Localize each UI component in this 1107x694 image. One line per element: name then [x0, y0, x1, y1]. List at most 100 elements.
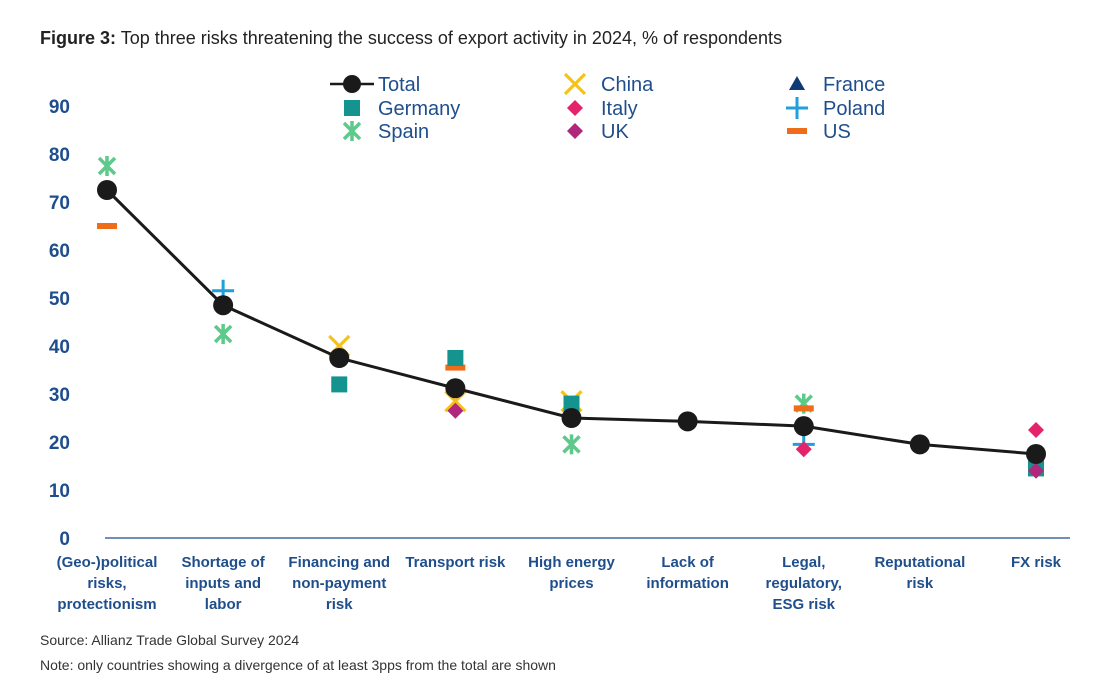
legend-label: US [823, 121, 851, 143]
x-tick-label-line: Financing and [288, 554, 390, 571]
x-tick-label: FX risk [1011, 554, 1062, 571]
x-tick-label-line: inputs and [185, 575, 261, 592]
legend-label: Poland [823, 98, 885, 120]
legend-item-germany: Germany [344, 98, 460, 120]
total-point [793, 416, 814, 437]
legend-label: Spain [378, 121, 429, 143]
legend-item-spain: Spain [342, 121, 429, 143]
x-tick-label-line: ESG risk [772, 596, 835, 613]
spain-point [97, 156, 117, 176]
series-china [328, 334, 583, 413]
series-spain [97, 156, 813, 455]
legend-marker [567, 100, 583, 116]
legend-item-france: France [789, 74, 885, 96]
spain-point [213, 324, 233, 344]
x-tick-label-line: risk [326, 596, 353, 613]
source-note: Source: Allianz Trade Global Survey 2024 [40, 632, 300, 648]
x-tick-label-line: non-payment [292, 575, 386, 592]
x-tick-label-line: information [646, 575, 729, 592]
y-tick-label: 70 [49, 193, 70, 214]
x-tick-label-line: risks, [87, 575, 126, 592]
legend-item-china: China [563, 72, 654, 96]
x-tick-label-line: Legal, [782, 554, 825, 571]
series-italy [795, 422, 1044, 458]
legend-item-uk: UK [567, 121, 629, 143]
x-tick-label-line: protectionism [57, 596, 156, 613]
legend-label: UK [601, 121, 629, 143]
legend-label: China [601, 74, 654, 96]
germany-point [331, 376, 348, 393]
legend-label: Italy [601, 98, 638, 120]
us-point [445, 364, 466, 371]
chart-area: 0 10 20 30 40 50 60 70 80 90 (Geo-)political risks,… [49, 72, 1070, 613]
germany-point [447, 350, 464, 366]
us-point [793, 405, 814, 412]
legend-marker [343, 75, 361, 93]
legend-item-poland: Poland [786, 97, 885, 120]
total-point [329, 348, 350, 368]
spain-point [562, 434, 581, 455]
legend-label: Germany [378, 98, 460, 120]
footnote: Note: only countries showing a divergenc… [40, 657, 556, 673]
x-tick-label: Legal, regulatory, ESG risk [766, 554, 842, 613]
x-tick-label: Financing and non-payment risk [288, 554, 390, 613]
figure-label: Figure 3: [40, 28, 117, 48]
y-tick-label: 80 [49, 145, 70, 166]
series-total [97, 180, 1046, 464]
legend-item-total: Total [330, 74, 420, 96]
total-point [445, 378, 466, 399]
x-tick-label-line: Transport risk [405, 554, 506, 571]
figure-caption: Top three risks threatening the success … [120, 28, 783, 48]
legend-label: France [823, 74, 885, 96]
x-tick-label-line: labor [205, 596, 242, 613]
y-tick-label: 20 [49, 433, 70, 454]
legend-item-italy: Italy [567, 98, 638, 120]
total-point [97, 180, 117, 200]
legend-marker [789, 76, 805, 90]
legend-marker [344, 100, 360, 116]
legend-marker [567, 123, 583, 139]
x-tick-label: Reputational risk [874, 554, 965, 592]
y-tick-label: 60 [49, 241, 70, 262]
y-tick-label: 90 [49, 97, 70, 118]
x-tick-label-line: Reputational [874, 554, 965, 571]
total-point [1026, 444, 1046, 464]
us-point [97, 223, 117, 229]
y-tick-label: 30 [49, 385, 70, 406]
total-point [677, 411, 698, 432]
x-tick-label-line: risk [907, 575, 934, 592]
y-tick-label: 40 [49, 337, 70, 358]
x-tick-label-line: FX risk [1011, 554, 1062, 571]
x-tick-label-line: Lack of [661, 554, 715, 571]
x-tick-label-line: regulatory, [766, 575, 842, 592]
x-tick-label: (Geo-)political risks, protectionism [57, 554, 158, 613]
legend: Total China France Germany Italy Poland Spain U… [330, 72, 885, 143]
total-point [909, 434, 930, 455]
x-axis: (Geo-)political risks, protectionism Shorta… [57, 554, 1062, 613]
legend-marker [787, 128, 807, 134]
uk-point [1028, 462, 1044, 479]
series-poland [212, 279, 815, 456]
legend-marker [786, 97, 808, 119]
y-tick-label: 0 [59, 529, 70, 550]
legend-marker [563, 72, 587, 96]
x-tick-label: Shortage of inputs and labor [181, 554, 265, 613]
italy-point [795, 441, 812, 458]
x-tick-label-line: prices [549, 575, 593, 592]
y-tick-label: 50 [49, 289, 70, 310]
x-tick-label-line: Shortage of [181, 554, 265, 571]
x-tick-label-line: High energy [528, 554, 615, 571]
legend-item-us: US [787, 121, 851, 143]
x-tick-label: High energy prices [528, 554, 615, 592]
legend-marker [342, 121, 362, 141]
germany-point [563, 395, 580, 412]
chart-title: Figure 3: Top three risks threatening th… [40, 28, 782, 49]
series-uk [447, 402, 1044, 479]
italy-point [1028, 422, 1044, 438]
uk-point [447, 402, 464, 419]
y-axis: 0 10 20 30 40 50 60 70 80 90 [49, 97, 70, 550]
legend-label: Total [378, 74, 420, 96]
total-point [561, 408, 582, 428]
y-tick-label: 10 [49, 481, 70, 502]
x-tick-label-line: (Geo-)political [57, 554, 158, 571]
